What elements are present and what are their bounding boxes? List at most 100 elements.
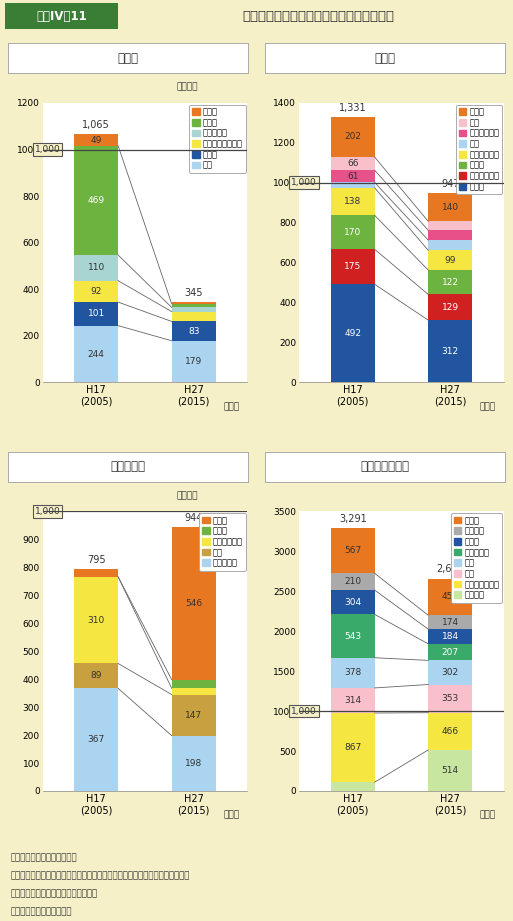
Text: 2,658: 2,658 xyxy=(436,565,464,575)
Bar xyxy=(428,578,472,615)
Bar xyxy=(172,304,215,308)
Bar xyxy=(172,308,215,311)
Bar xyxy=(331,250,374,285)
Text: 302: 302 xyxy=(442,668,459,677)
Text: 378: 378 xyxy=(344,669,361,677)
Text: 198: 198 xyxy=(185,759,202,768)
Bar xyxy=(428,629,472,644)
Bar xyxy=(172,688,215,694)
Text: 110: 110 xyxy=(88,263,105,273)
Text: 92: 92 xyxy=(90,286,102,296)
Text: 353: 353 xyxy=(442,694,459,703)
Bar xyxy=(74,577,118,663)
Text: 101: 101 xyxy=(88,309,105,319)
Text: 61: 61 xyxy=(347,172,359,181)
Text: 1,000: 1,000 xyxy=(34,507,61,516)
Bar xyxy=(74,688,118,791)
Text: 66: 66 xyxy=(347,159,359,169)
Text: 947: 947 xyxy=(441,180,460,189)
Bar xyxy=(74,569,118,577)
Bar xyxy=(331,782,374,791)
Text: 129: 129 xyxy=(442,303,459,312)
Bar xyxy=(331,117,374,157)
Text: 546: 546 xyxy=(185,599,202,608)
Bar xyxy=(172,694,215,736)
Bar xyxy=(172,341,215,382)
Text: 367: 367 xyxy=(88,735,105,744)
Text: 合　板　等: 合 板 等 xyxy=(111,460,146,473)
Bar xyxy=(331,528,374,573)
Bar xyxy=(428,221,472,230)
Bar xyxy=(74,255,118,281)
Text: 資料：財務省「貿易統計」: 資料：財務省「貿易統計」 xyxy=(10,907,72,916)
Text: 1,000: 1,000 xyxy=(291,706,317,716)
Bar xyxy=(172,736,215,791)
Text: （年）: （年） xyxy=(223,402,240,411)
Bar xyxy=(331,688,374,713)
Bar xyxy=(428,644,472,660)
Text: 99: 99 xyxy=(444,256,456,264)
Text: 795: 795 xyxy=(87,554,106,565)
Bar xyxy=(172,321,215,341)
Text: 1,331: 1,331 xyxy=(339,102,366,112)
Bar xyxy=(172,527,215,680)
Text: 49: 49 xyxy=(90,135,102,145)
Text: 147: 147 xyxy=(185,711,202,719)
Legend: その他, ロシア, マレーシア, ニュージーランド, カナダ, 米国: その他, ロシア, マレーシア, ニュージーランド, カナダ, 米国 xyxy=(189,105,246,173)
Bar xyxy=(331,157,374,170)
Bar xyxy=(428,713,472,750)
Text: 459: 459 xyxy=(442,592,459,601)
Bar xyxy=(172,302,215,304)
Bar xyxy=(74,326,118,382)
Text: 184: 184 xyxy=(442,632,459,641)
Bar xyxy=(428,240,472,251)
Text: 207: 207 xyxy=(442,647,459,657)
Text: 244: 244 xyxy=(88,350,105,358)
Bar xyxy=(74,302,118,326)
Text: 我が国における木材輸入量（国別）の推移: 我が国における木材輸入量（国別）の推移 xyxy=(242,9,394,22)
Bar xyxy=(428,230,472,240)
Text: 122: 122 xyxy=(442,278,459,286)
Bar xyxy=(331,182,374,188)
Text: 567: 567 xyxy=(344,546,361,555)
Bar xyxy=(428,750,472,791)
Text: 174: 174 xyxy=(442,618,459,626)
Text: 資料IV－11: 資料IV－11 xyxy=(36,9,87,22)
Text: 514: 514 xyxy=(442,766,459,775)
Bar xyxy=(331,573,374,590)
Text: （万㎥）: （万㎥） xyxy=(176,491,198,500)
Text: 310: 310 xyxy=(88,615,105,624)
Text: 314: 314 xyxy=(344,696,361,705)
Bar xyxy=(331,188,374,216)
Text: （万㎥）: （万㎥） xyxy=(176,83,198,92)
Text: 138: 138 xyxy=(344,197,361,206)
Bar xyxy=(74,146,118,255)
Bar xyxy=(428,295,472,321)
Bar xyxy=(428,684,472,713)
Bar xyxy=(74,281,118,302)
Text: 製　材: 製 材 xyxy=(374,52,395,64)
Bar xyxy=(172,680,215,688)
Bar xyxy=(428,251,472,270)
Text: （年）: （年） xyxy=(223,810,240,820)
Bar xyxy=(428,270,472,295)
Text: 543: 543 xyxy=(344,632,361,641)
Text: 170: 170 xyxy=(344,227,361,237)
Bar xyxy=(331,614,374,658)
Text: 492: 492 xyxy=(344,329,361,338)
Text: 89: 89 xyxy=(90,671,102,681)
Text: 304: 304 xyxy=(344,598,361,607)
Bar xyxy=(428,660,472,684)
Text: 345: 345 xyxy=(184,288,203,297)
Bar xyxy=(331,285,374,382)
Bar xyxy=(172,311,215,321)
Text: 466: 466 xyxy=(442,727,459,736)
Text: パルプ・チップ: パルプ・チップ xyxy=(360,460,409,473)
Bar xyxy=(331,658,374,688)
Bar xyxy=(428,615,472,629)
Bar xyxy=(331,590,374,614)
Text: 丸　太: 丸 太 xyxy=(118,52,139,64)
Legend: その他, ブラジル, カナダ, 南アフリカ, 米国, チリ, オーストラリア, ベトナム: その他, ブラジル, カナダ, 南アフリカ, 米国, チリ, オーストラリア, … xyxy=(451,513,502,602)
Text: 1,065: 1,065 xyxy=(82,120,110,130)
Bar xyxy=(428,321,472,382)
